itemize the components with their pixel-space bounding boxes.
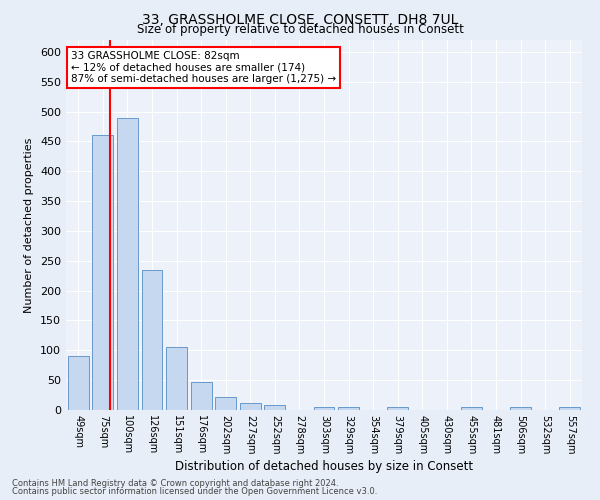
Bar (215, 397, 236, 410)
Bar (92, 136, 113, 410)
Text: 33, GRASSHOLME CLOSE, CONSETT, DH8 7UL: 33, GRASSHOLME CLOSE, CONSETT, DH8 7UL (142, 12, 458, 26)
Bar (240, 403, 261, 410)
Bar (265, 405, 286, 410)
Bar (387, 407, 408, 410)
Bar (314, 407, 334, 410)
Bar (142, 270, 163, 410)
Bar (166, 348, 187, 410)
Bar (191, 382, 212, 410)
Y-axis label: Number of detached properties: Number of detached properties (25, 138, 34, 312)
Bar (461, 407, 482, 410)
Text: Size of property relative to detached houses in Consett: Size of property relative to detached ho… (137, 22, 463, 36)
Text: 33 GRASSHOLME CLOSE: 82sqm
← 12% of detached houses are smaller (174)
87% of sem: 33 GRASSHOLME CLOSE: 82sqm ← 12% of deta… (71, 51, 336, 84)
Bar (117, 118, 138, 410)
X-axis label: Distribution of detached houses by size in Consett: Distribution of detached houses by size … (175, 460, 473, 473)
Text: Contains HM Land Registry data © Crown copyright and database right 2024.: Contains HM Land Registry data © Crown c… (12, 478, 338, 488)
Text: Contains public sector information licensed under the Open Government Licence v3: Contains public sector information licen… (12, 487, 377, 496)
Bar (510, 407, 531, 410)
Bar (338, 407, 359, 410)
Bar (68, 356, 89, 410)
Bar (559, 407, 580, 410)
